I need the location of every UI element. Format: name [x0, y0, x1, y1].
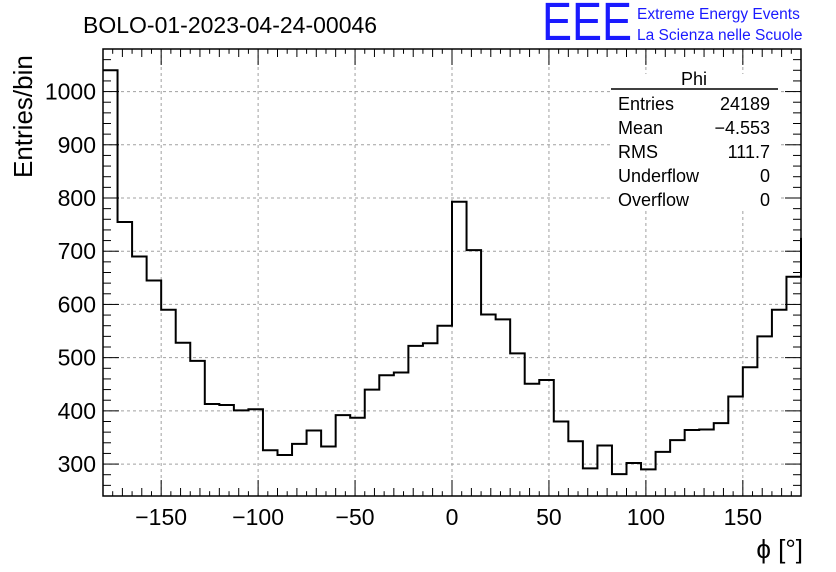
x-tick-label: 150 [724, 504, 762, 530]
stats-row-value: 24189 [720, 94, 770, 114]
stats-row-label: Mean [618, 118, 663, 138]
y-tick-label: 1000 [45, 79, 96, 105]
y-tick-label: 500 [58, 345, 96, 371]
x-axis-title: ϕ [°] [756, 534, 803, 564]
plot-frame [102, 48, 802, 497]
y-axis-title: Entries/bin [8, 55, 38, 178]
stats-row-label: RMS [618, 142, 658, 162]
axis-ticks [103, 48, 801, 497]
x-tick-label: 50 [536, 504, 562, 530]
stats-row-value: 111.7 [728, 142, 770, 162]
eee-logo: EEE Extreme Energy Events La Scienza nel… [542, 0, 802, 52]
stats-row-value: −4.553 [714, 118, 770, 138]
stats-box: Phi Entries 24189 Mean −4.553 RMS 111.7 Underf… [611, 69, 778, 210]
y-tick-labels: 300 400 500 600 700 800 900 1000 [45, 79, 96, 478]
x-tick-labels: −150 −100 −50 0 50 100 150 [135, 504, 762, 530]
stats-title: Phi [681, 69, 707, 89]
stats-row-value: 0 [760, 190, 770, 210]
stats-row-label: Entries [618, 94, 674, 114]
y-tick-label: 700 [58, 238, 96, 264]
chart-title: BOLO-01-2023-04-24-00046 [83, 12, 377, 38]
x-tick-label: 0 [446, 504, 459, 530]
stats-row-label: Overflow [618, 190, 690, 210]
logo-line1: Extreme Energy Events [637, 6, 800, 23]
stats-row-value: 0 [760, 166, 770, 186]
x-tick-label: 100 [627, 504, 665, 530]
x-tick-label: −100 [232, 504, 284, 530]
y-tick-label: 600 [58, 291, 96, 317]
stats-row-label: Underflow [618, 166, 700, 186]
y-tick-label: 800 [58, 185, 96, 211]
y-tick-label: 900 [58, 132, 96, 158]
eee-logo-mark: EEE [542, 0, 632, 52]
logo-line2: La Scienza nelle Scuole [637, 27, 802, 44]
histogram-line [103, 69, 802, 476]
x-tick-label: −150 [135, 504, 187, 530]
x-tick-label: −50 [336, 504, 375, 530]
y-tick-label: 300 [58, 451, 96, 477]
y-tick-label: 400 [58, 398, 96, 424]
